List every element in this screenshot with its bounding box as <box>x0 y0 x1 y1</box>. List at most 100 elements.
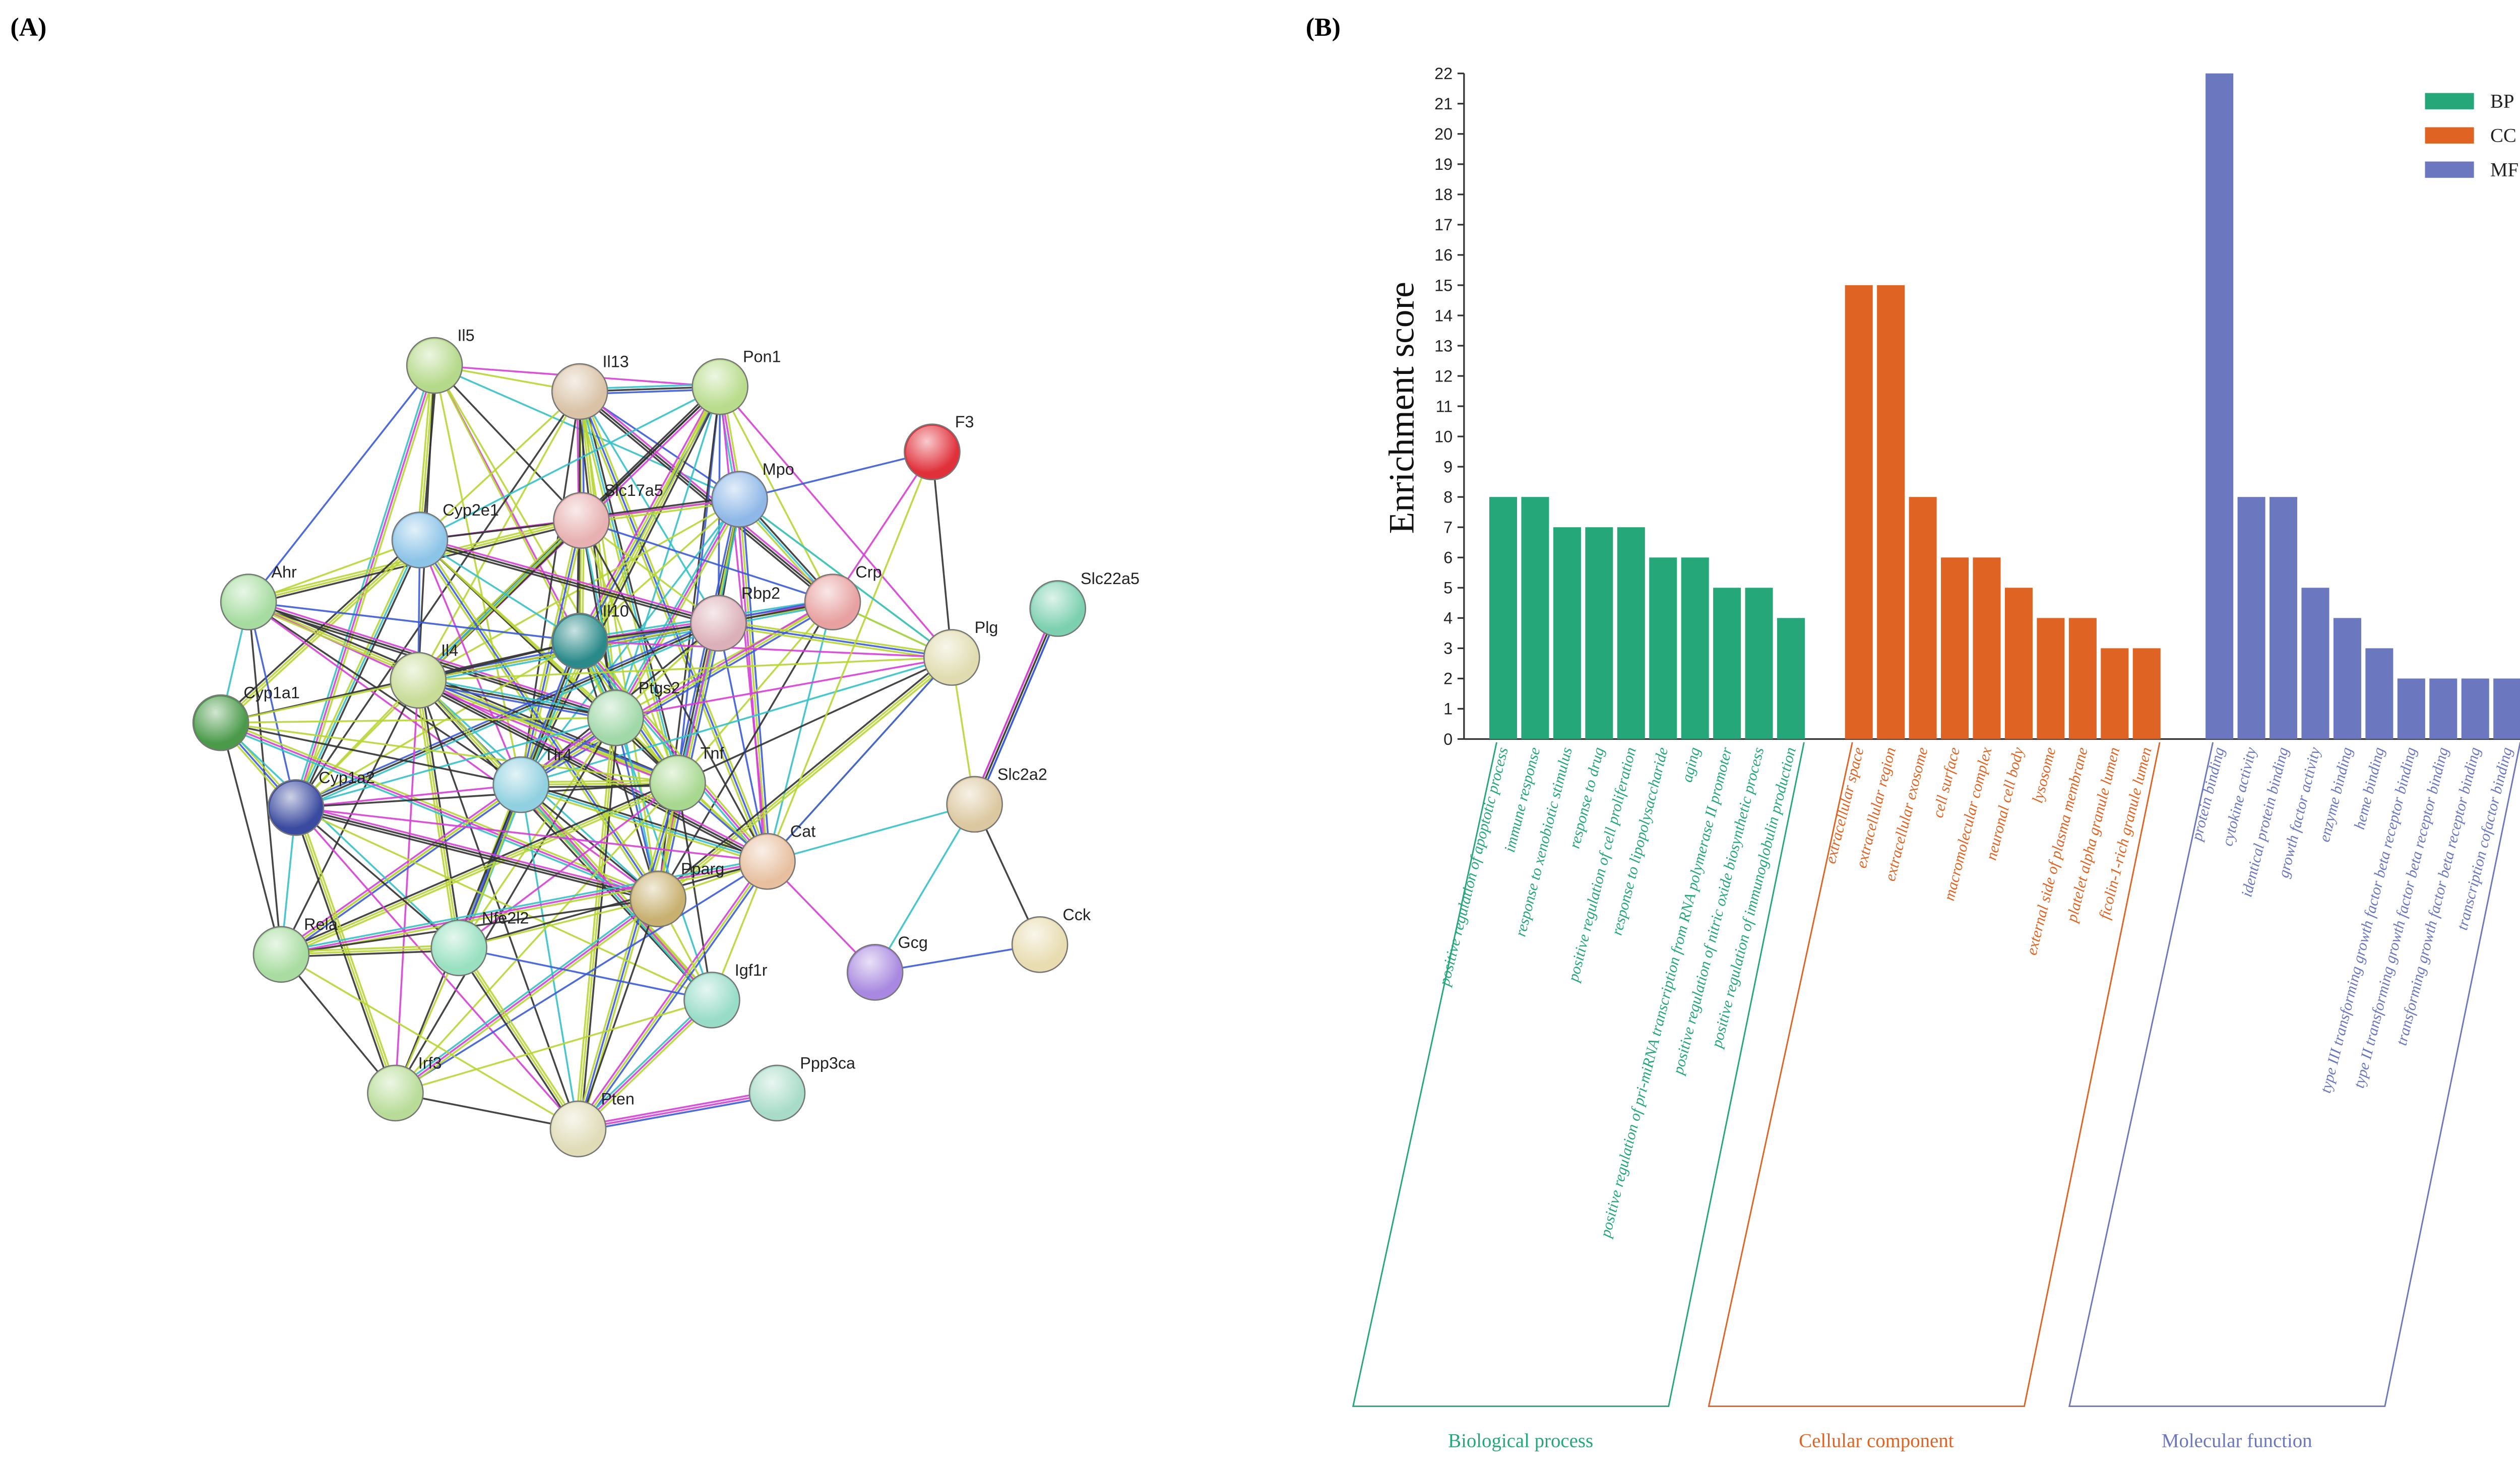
network-edge <box>419 539 522 785</box>
bar <box>1585 527 1613 739</box>
y-tick-label: 12 <box>1434 367 1453 385</box>
network-edge <box>415 518 581 679</box>
node-highlight <box>925 631 978 684</box>
network-edge <box>656 655 951 898</box>
node-label: Il13 <box>603 352 629 370</box>
network-edge <box>581 639 770 861</box>
network-edge <box>419 539 581 642</box>
network-edge <box>578 1092 778 1130</box>
network-edge <box>579 862 771 1131</box>
node-label: Nfe2l2 <box>482 909 529 927</box>
bar-chart: 012345678910111213141516171819202122Enri… <box>1352 65 2520 1451</box>
network-edge <box>281 860 768 956</box>
network-edge <box>395 999 712 1094</box>
network-edge <box>974 608 1059 805</box>
legend-swatch <box>2425 93 2474 109</box>
network-edge <box>677 656 953 784</box>
node-highlight <box>806 576 859 628</box>
node-label: Irf3 <box>418 1054 442 1072</box>
network-edge <box>295 809 658 903</box>
group-label: Molecular function <box>2162 1430 2312 1451</box>
bar <box>1553 527 1581 739</box>
network-edge <box>220 679 419 724</box>
node-highlight <box>494 758 547 811</box>
network-edge <box>459 947 712 1001</box>
node-highlight <box>589 691 642 744</box>
network-edge <box>832 451 933 603</box>
network-edge <box>419 677 679 782</box>
network-edge <box>766 602 834 862</box>
node-highlight <box>632 872 684 925</box>
network-edge <box>280 784 522 956</box>
network-edge <box>292 364 433 807</box>
network-edge <box>577 1090 777 1127</box>
network-edge <box>971 607 1056 804</box>
network-edge <box>456 948 577 1131</box>
network-edge <box>414 680 458 948</box>
node-label: Ptgs2 <box>639 679 680 697</box>
legend-swatch <box>2425 127 2474 144</box>
node-label: Mpo <box>763 460 794 478</box>
network-edge <box>281 782 678 956</box>
node-highlight <box>751 1067 803 1119</box>
node-label: Plg <box>975 618 998 636</box>
bar <box>2429 678 2458 739</box>
node-label: Pten <box>601 1090 635 1108</box>
network-edge <box>418 677 616 717</box>
network-edge <box>295 807 579 1130</box>
node-highlight <box>195 696 247 749</box>
network-edge <box>417 680 579 1129</box>
network-edge <box>280 780 677 953</box>
network-edge <box>718 624 952 661</box>
network-edge <box>676 783 713 1000</box>
network-edge <box>521 656 952 786</box>
network-edge <box>718 622 952 659</box>
group-bracket <box>1352 742 1805 1407</box>
node-label: Gcg <box>898 933 927 951</box>
network-edge <box>281 947 459 956</box>
network-edge <box>247 602 297 808</box>
network-edge <box>295 784 521 809</box>
node-highlight <box>369 1067 422 1119</box>
network-edge <box>281 863 768 958</box>
network-edge <box>579 498 740 642</box>
bar <box>1745 588 1773 739</box>
y-tick-label: 8 <box>1443 488 1453 506</box>
network-edge <box>417 679 713 1001</box>
network-edge <box>433 364 582 521</box>
network-edge <box>395 898 659 1094</box>
network-edge <box>577 999 713 1130</box>
network-edge <box>248 601 580 642</box>
network-edge <box>393 896 657 1092</box>
node-label: Pon1 <box>743 348 781 366</box>
network-edge <box>460 785 525 949</box>
bar <box>1877 285 1905 739</box>
network-edge <box>295 807 460 949</box>
network-edge <box>577 385 719 641</box>
network-edge <box>297 540 423 809</box>
network-edge <box>416 681 767 865</box>
network-edge <box>292 808 394 1095</box>
network-edge <box>418 656 952 681</box>
network-edge <box>577 718 617 1129</box>
network-edge <box>458 717 616 948</box>
network-edge <box>418 679 678 784</box>
node-label: F3 <box>955 413 974 431</box>
network-edge <box>247 365 435 603</box>
bar <box>1973 557 2001 739</box>
bar <box>1941 557 1969 739</box>
y-tick-label: 14 <box>1434 306 1453 325</box>
node-label: Slc22a5 <box>1081 569 1140 588</box>
network-edge <box>520 498 740 786</box>
network-edge <box>579 641 659 900</box>
network-edge <box>280 858 767 953</box>
node-label: Cyp1a1 <box>243 684 300 702</box>
network-edge <box>576 997 711 1128</box>
network-nodes: Il5 Il13 Pon1 F3 Mpo Slc17a5 Cyp2e1 Ahr Crp Rbp2 I… <box>192 327 1140 1158</box>
network-edge <box>719 386 834 603</box>
network-edge <box>615 656 952 719</box>
y-tick-label: 6 <box>1443 549 1453 567</box>
network-edge <box>575 859 766 1128</box>
network-edge <box>767 803 975 862</box>
bar <box>1617 527 1645 739</box>
